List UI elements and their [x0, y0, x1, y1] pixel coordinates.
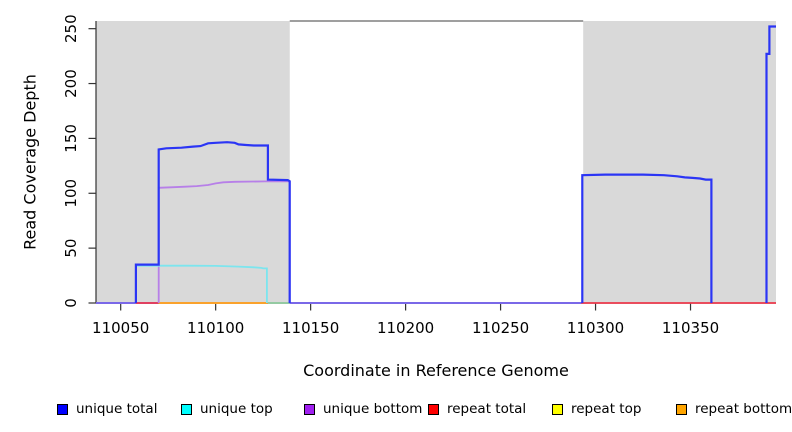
legend-swatch-unique-total	[57, 403, 68, 415]
series-line-unique-bottom	[157, 180, 291, 303]
x-axis-title: Coordinate in Reference Genome	[303, 361, 569, 380]
legend-item-unique-total: unique total	[57, 398, 157, 420]
legend-label-repeat-bottom: repeat bottom	[695, 401, 792, 417]
legend-item-unique-bottom: unique bottom	[304, 398, 422, 420]
legend-item-repeat-top: repeat top	[552, 398, 641, 420]
series-line-unique-total	[134, 141, 291, 303]
right-shaded-region	[583, 21, 776, 303]
x-tick-label: 110300	[567, 319, 624, 337]
legend-swatch-repeat-total	[428, 403, 439, 415]
y-axis-title: Read Coverage Depth	[20, 74, 40, 250]
svg-text:250: 250	[62, 14, 80, 43]
x-tick-label: 110350	[662, 319, 719, 337]
svg-text:150: 150	[62, 124, 80, 153]
y-tick-label: 0	[62, 298, 80, 308]
y-tick-label: 150	[62, 124, 80, 153]
legend-item-unique-top: unique top	[181, 398, 273, 420]
x-tick-label: 110050	[92, 319, 149, 337]
series-line-unique-top	[134, 264, 268, 303]
svg-text:100: 100	[62, 179, 80, 208]
legend: unique total unique top unique bottom repea…	[0, 398, 792, 424]
y-tick-label: 200	[62, 69, 80, 98]
legend-label-unique-top: unique top	[200, 401, 273, 417]
legend-label-unique-bottom: unique bottom	[323, 401, 423, 417]
legend-swatch-repeat-bottom	[676, 403, 687, 415]
legend-swatch-unique-top	[181, 403, 192, 415]
x-tick-label: 110150	[282, 319, 339, 337]
x-tick-label: 110100	[187, 319, 244, 337]
svg-text:200: 200	[62, 69, 80, 98]
y-tick-label: 250	[62, 14, 80, 43]
series-line-unique-total	[581, 173, 713, 303]
svg-text:50: 50	[62, 239, 80, 258]
legend-item-repeat-bottom: repeat bottom	[676, 398, 792, 420]
legend-label-unique-total: unique total	[76, 401, 158, 417]
x-tick-label: 110200	[377, 319, 434, 337]
legend-swatch-unique-bottom	[304, 403, 315, 415]
y-tick-label: 100	[62, 179, 80, 208]
legend-swatch-repeat-top	[552, 403, 563, 415]
legend-label-repeat-top: repeat top	[571, 401, 642, 417]
legend-item-repeat-total: repeat total	[428, 398, 526, 420]
left-shaded-region	[96, 21, 290, 303]
series-line-unique-total	[765, 25, 776, 303]
svg-text:0: 0	[62, 298, 80, 308]
x-tick-label: 110250	[472, 319, 529, 337]
legend-label-repeat-total: repeat total	[447, 401, 527, 417]
y-tick-label: 50	[62, 239, 80, 258]
